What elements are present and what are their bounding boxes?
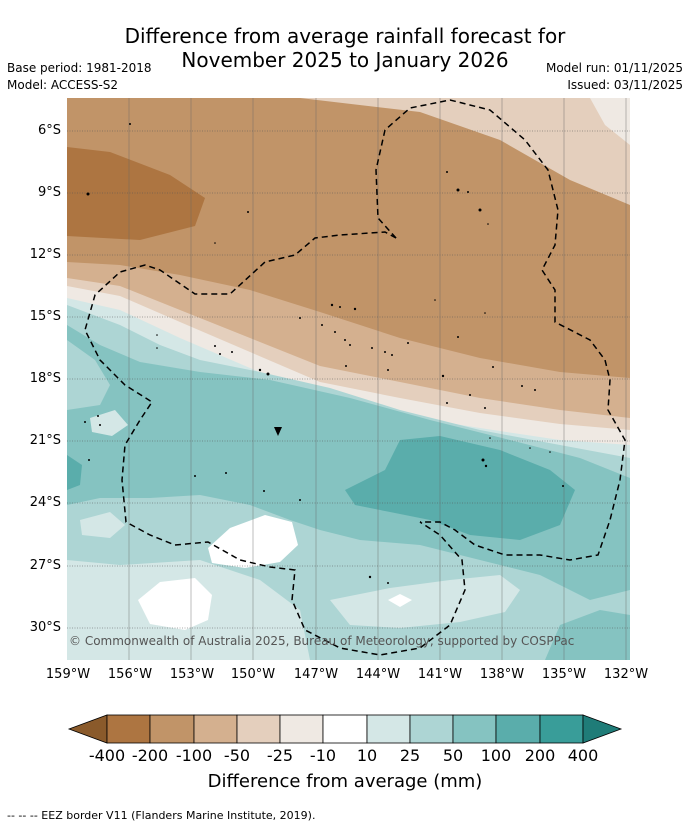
colorbar-tick: -100 <box>175 746 213 765</box>
lon-label-147w: 147°W <box>293 667 339 682</box>
colorbar-tick: 100 <box>480 746 512 765</box>
region-wet-25-west <box>67 340 110 410</box>
colorbar-tick: 10 <box>356 746 378 765</box>
colorbar-tick: -400 <box>88 746 126 765</box>
lon-label-150w: 150°W <box>230 667 276 682</box>
colorbar-segment-4 <box>236 714 281 744</box>
colorbar-tick: -10 <box>309 746 337 765</box>
islands <box>84 123 564 584</box>
lat-label-9s: 9°S <box>37 185 61 200</box>
band-dry-200 <box>67 147 205 240</box>
metadata-left: Base period: 1981-2018 Model: ACCESS-S2 <box>7 60 152 94</box>
title-line-2: November 2025 to January 2026 <box>181 48 509 72</box>
lat-label-18s: 18°S <box>29 371 61 386</box>
eez-borders <box>84 99 626 656</box>
lat-label-24s: 24°S <box>29 495 61 510</box>
colorbar-tick: -50 <box>223 746 251 765</box>
rainfall-map <box>67 98 630 660</box>
lon-label-132w: 132°W <box>603 667 649 682</box>
colorbar-segment-11 <box>539 714 584 744</box>
lat-label-6s: 6°S <box>37 123 61 138</box>
region-wet-100 <box>345 436 575 540</box>
model-run-date: Model run: 01/11/2025 <box>545 61 683 75</box>
region-dry-patch-4 <box>388 594 412 607</box>
region-wet-10-center <box>330 575 520 628</box>
colorbar-segment-8 <box>409 714 454 744</box>
issued-date: Issued: 03/11/2025 <box>567 78 683 92</box>
colorbar-extend-high <box>582 714 623 744</box>
colorbar-tick: -200 <box>131 746 169 765</box>
model-name: Model: ACCESS-S2 <box>7 78 119 92</box>
region-wet-50-se <box>545 610 630 660</box>
colorbar-tick: 50 <box>442 746 464 765</box>
colorbar-segment-2 <box>149 714 195 744</box>
lon-label-135w: 135°W <box>541 667 587 682</box>
lon-label-144w: 144°W <box>355 667 401 682</box>
band-dry-25-ne <box>300 98 630 205</box>
eez-legend-footnote: -- -- -- EEZ border V11 (Flanders Marine… <box>7 809 316 822</box>
title-line-1: Difference from average rainfall forecas… <box>124 24 566 48</box>
colorbar <box>67 714 623 744</box>
lon-label-141w: 141°W <box>417 667 463 682</box>
colorbar-title: Difference from average (mm) <box>207 771 483 792</box>
colorbar-tick: 400 <box>567 746 599 765</box>
lon-label-153w: 153°W <box>169 667 215 682</box>
metadata-right: Model run: 01/11/2025 Issued: 03/11/2025 <box>546 60 683 94</box>
copyright-notice: © Commonwealth of Australia 2025, Bureau… <box>69 634 575 648</box>
colorbar-segment-3 <box>193 714 238 744</box>
chart-title: Difference from average rainfall forecas… <box>0 24 690 72</box>
base-period: Base period: 1981-2018 <box>7 61 152 75</box>
band-dry-10-ne <box>590 98 630 145</box>
lon-label-138w: 138°W <box>479 667 525 682</box>
lat-label-12s: 12°S <box>29 247 61 262</box>
region-wet-10-w <box>80 512 125 538</box>
lat-label-30s: 30°S <box>29 620 61 635</box>
lat-label-15s: 15°S <box>29 309 61 324</box>
colorbar-segment-1 <box>106 714 151 744</box>
colorbar-extend-low <box>67 714 108 744</box>
colorbar-tick: 200 <box>524 746 556 765</box>
meridians <box>128 98 627 660</box>
colorbar-segment-10 <box>495 714 541 744</box>
lon-label-159w: 159°W <box>45 667 91 682</box>
band-dry-100 <box>67 98 630 378</box>
region-wet-10-w2 <box>90 410 128 436</box>
colorbar-segment-5 <box>279 714 324 744</box>
lon-label-156w: 156°W <box>107 667 153 682</box>
colorbar-segment-9 <box>452 714 497 744</box>
region-dry-patch-3 <box>138 578 212 630</box>
colorbar-segment-6 <box>322 714 368 744</box>
colorbar-tick: 25 <box>399 746 421 765</box>
colorbar-tick: -25 <box>266 746 294 765</box>
lat-label-27s: 27°S <box>29 558 61 573</box>
region-wet-100-west <box>67 455 82 490</box>
lat-label-21s: 21°S <box>29 433 61 448</box>
colorbar-segment-7 <box>366 714 411 744</box>
